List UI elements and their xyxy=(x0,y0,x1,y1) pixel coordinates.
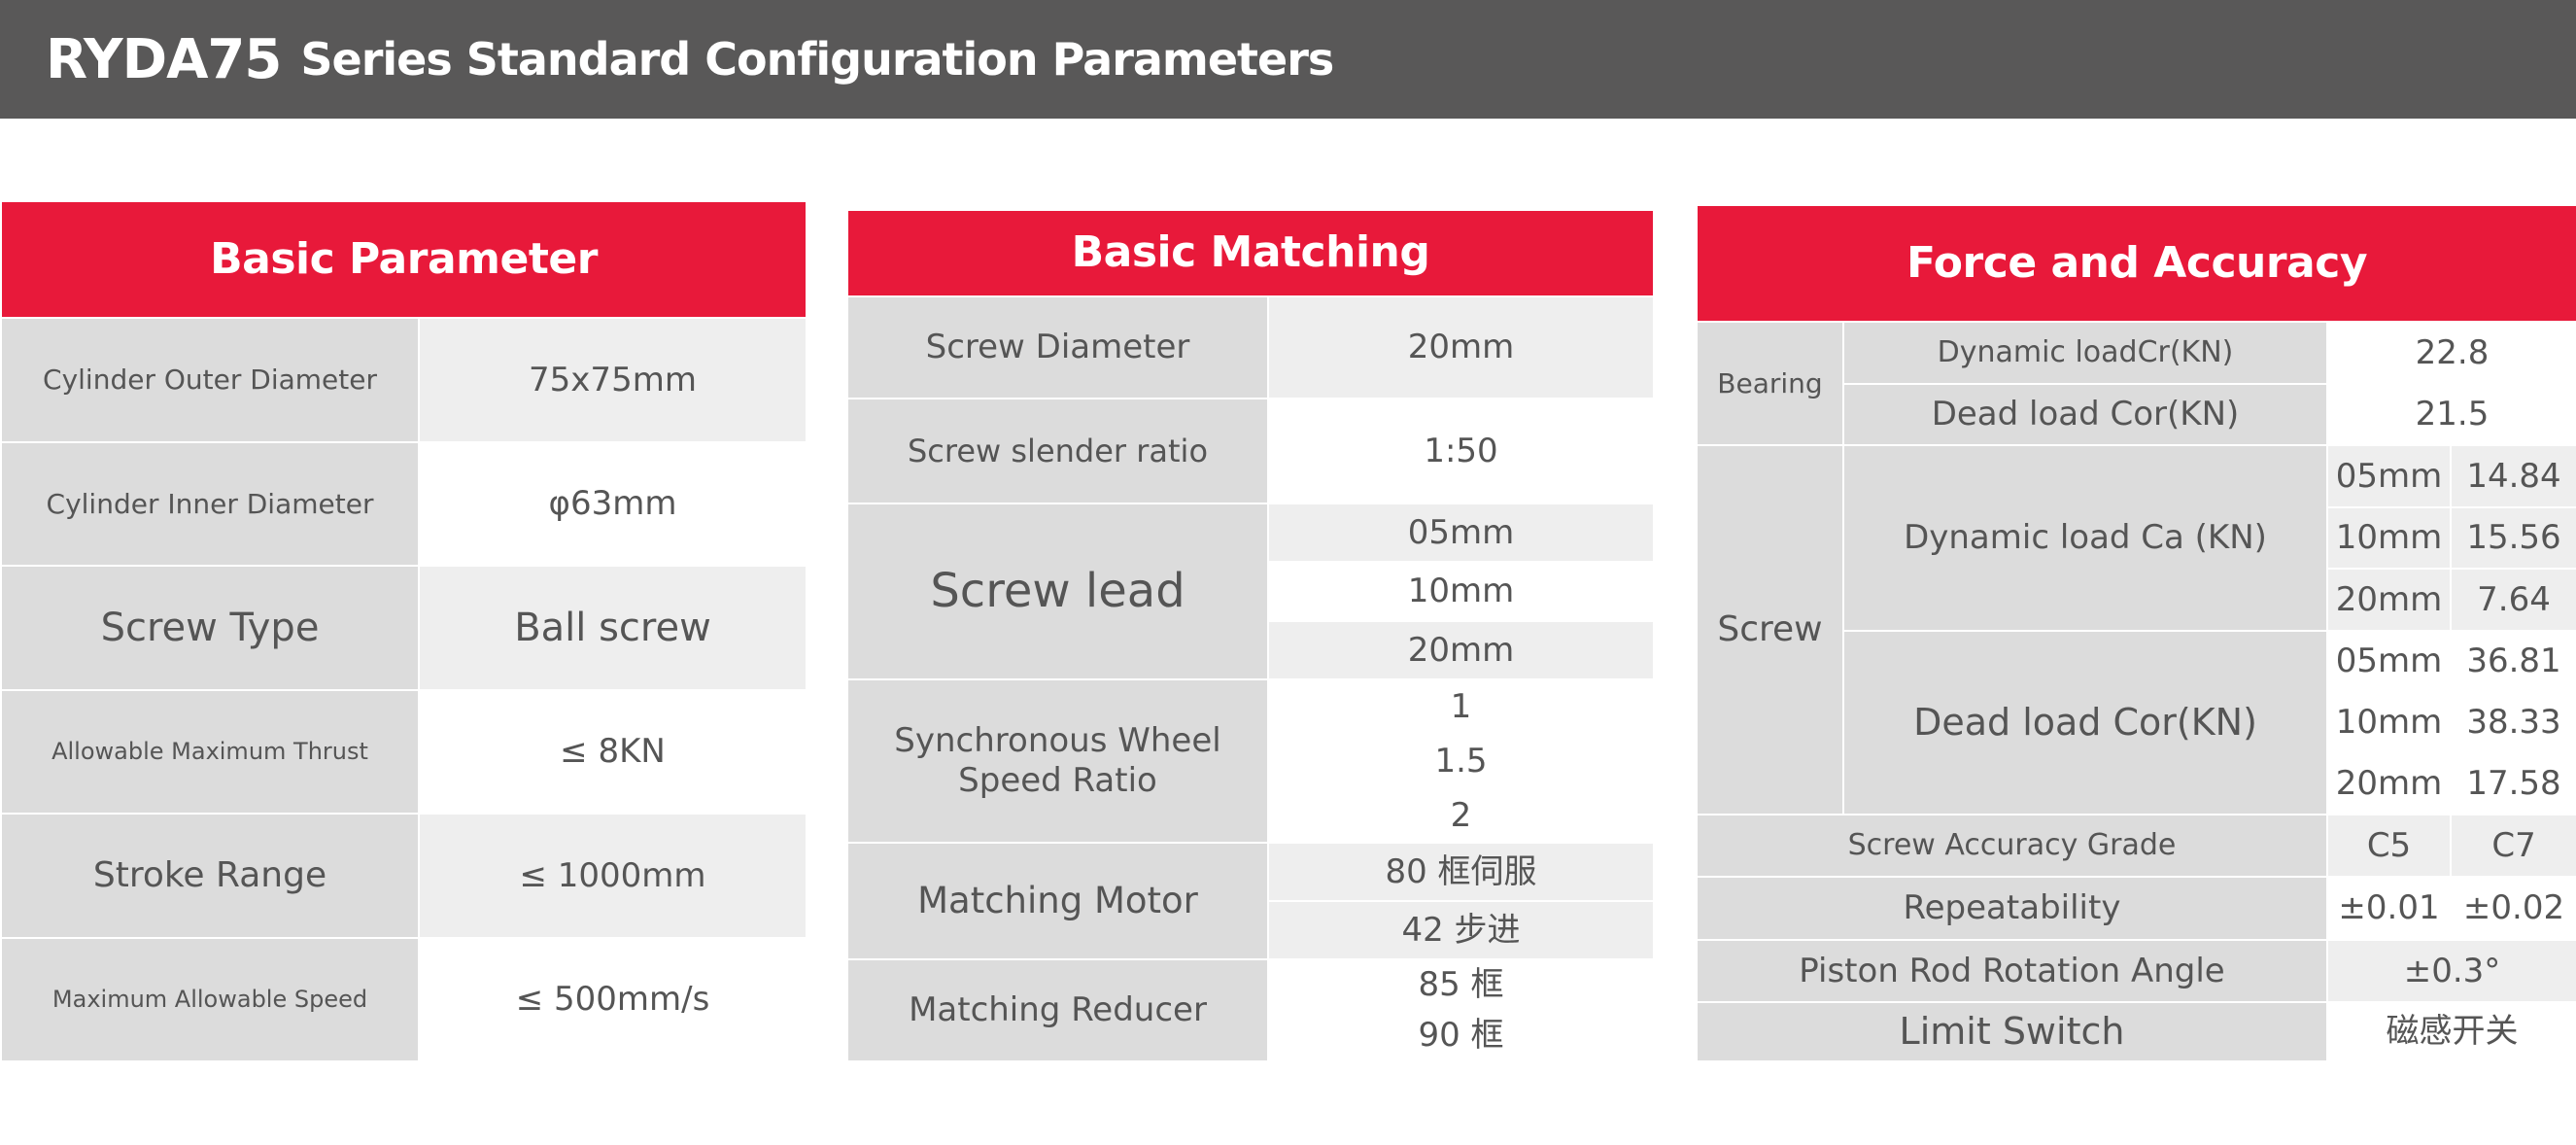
param-label: Allowable Maximum Thrust xyxy=(0,689,420,815)
param-value: 1:50 xyxy=(1267,398,1655,504)
param-value: 1 xyxy=(1267,678,1655,735)
table-row: Stroke Range ≤ 1000mm xyxy=(0,813,807,939)
param-label: Maximum Allowable Speed xyxy=(0,937,420,1062)
param-value: ≤ 8KN xyxy=(418,689,807,815)
param-value: ≤ 500mm/s xyxy=(418,937,807,1062)
param-value: 85 框 xyxy=(1267,958,1655,1011)
param-label: Dynamic loadCr(KN) xyxy=(1842,321,2328,385)
param-label: Dead load Cor(KN) xyxy=(1842,630,2328,815)
page-title: Series Standard Configuration Parameters xyxy=(300,33,1334,86)
param-label: Screw Accuracy Grade xyxy=(1696,814,2328,878)
basic-matching-table: Basic Matching Screw Diameter 20mm Screw … xyxy=(846,209,1655,1062)
param-value: ±0.3° xyxy=(2325,939,2576,1003)
param-value: 20mm xyxy=(1267,620,1655,680)
param-value: φ63mm xyxy=(418,441,807,567)
param-label: Stroke Range xyxy=(0,813,420,939)
param-value: 38.33 xyxy=(2449,691,2576,754)
param-value: ±0.02 xyxy=(2449,876,2576,941)
lead-value: 20mm xyxy=(2326,752,2452,815)
basic-parameter-table: Basic Parameter Cylinder Outer Diameter 7… xyxy=(0,200,807,1062)
table-heading: Basic Matching xyxy=(846,209,1655,297)
param-label: Screw Type xyxy=(0,565,420,691)
param-value: 7.64 xyxy=(2449,568,2576,632)
param-label: Matching Reducer xyxy=(846,958,1269,1062)
param-label: Repeatability xyxy=(1696,876,2328,941)
param-label: Matching Motor xyxy=(846,842,1269,960)
param-label: Bearing xyxy=(1696,321,1844,446)
param-label: Screw slender ratio xyxy=(846,398,1269,504)
param-value: C7 xyxy=(2449,814,2576,878)
table-heading: Force and Accuracy xyxy=(1695,204,2576,323)
param-value: 80 框伺服 xyxy=(1267,842,1655,902)
table-row: Allowable Maximum Thrust ≤ 8KN xyxy=(0,689,807,815)
lead-value: 10mm xyxy=(2326,506,2452,570)
table-row: Cylinder Inner Diameter φ63mm xyxy=(0,441,807,567)
param-value: 90 框 xyxy=(1267,1009,1655,1062)
param-value: 05mm xyxy=(1267,503,1655,563)
param-value: 21.5 xyxy=(2325,383,2576,446)
lead-value: 05mm xyxy=(2326,444,2452,508)
title-bar: RYDA75 Series Standard Configuration Par… xyxy=(0,0,2576,119)
param-value: ≤ 1000mm xyxy=(418,813,807,939)
force-accuracy-table: Force and Accuracy Bearing Dynamic loadCr… xyxy=(1695,204,2576,1062)
table-row: Screw Type Ball screw xyxy=(0,565,807,691)
param-label: Dynamic load Ca (KN) xyxy=(1842,444,2328,632)
param-label: Limit Switch xyxy=(1696,1001,2328,1062)
param-value: 2 xyxy=(1267,787,1655,844)
table-heading: Basic Parameter xyxy=(0,200,807,319)
param-value: 10mm xyxy=(1267,561,1655,622)
lead-value: 20mm xyxy=(2326,568,2452,632)
param-value: ±0.01 xyxy=(2326,876,2452,941)
param-label: Dead load Cor(KN) xyxy=(1842,383,2328,446)
param-label: Cylinder Inner Diameter xyxy=(0,441,420,567)
param-value: 17.58 xyxy=(2449,752,2576,815)
param-label: Screw xyxy=(1696,444,1844,815)
table-row: Cylinder Outer Diameter 75x75mm xyxy=(0,317,807,443)
param-label: Piston Rod Rotation Angle xyxy=(1696,939,2328,1003)
param-value: 15.56 xyxy=(2449,506,2576,570)
model-name: RYDA75 xyxy=(46,27,282,91)
param-value: 20mm xyxy=(1267,295,1655,399)
param-value: 磁感开关 xyxy=(2325,1001,2576,1062)
param-value: C5 xyxy=(2326,814,2452,878)
lead-value: 05mm xyxy=(2326,630,2452,693)
param-label: Synchronous Wheel Speed Ratio xyxy=(846,678,1269,844)
param-value: 42 步进 xyxy=(1267,900,1655,960)
table-row: Maximum Allowable Speed ≤ 500mm/s xyxy=(0,937,807,1062)
param-value: 75x75mm xyxy=(418,317,807,443)
param-value: 1.5 xyxy=(1267,733,1655,789)
param-label: Screw Diameter xyxy=(846,295,1269,399)
lead-value: 10mm xyxy=(2326,691,2452,754)
param-label: Screw lead xyxy=(846,503,1269,680)
param-value: Ball screw xyxy=(418,565,807,691)
param-value: 14.84 xyxy=(2449,444,2576,508)
param-label: Cylinder Outer Diameter xyxy=(0,317,420,443)
param-value: 36.81 xyxy=(2449,630,2576,693)
param-value: 22.8 xyxy=(2325,321,2576,385)
